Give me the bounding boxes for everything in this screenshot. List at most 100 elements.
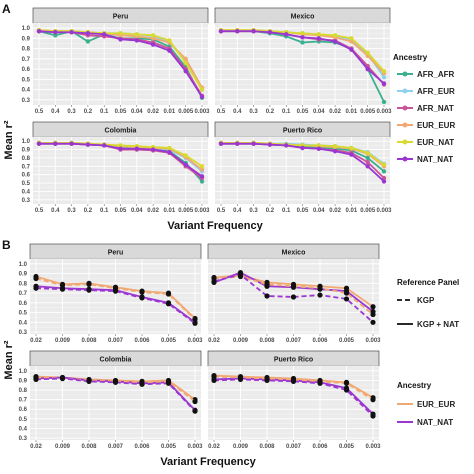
chart-1-colombia-nat-nat-point [139,381,145,387]
chart-0-colombia-nat-nat-point [150,147,156,152]
chart-0-peru-nat-nat-point [134,38,139,43]
chart-1-peru-nat-nat-point [165,301,172,307]
chart-1-mexico-nat-nat-point [317,292,323,298]
chart-a-legend: Ancestry AFR_AFR AFR_EUR AFR_NAT EUR_EUR EUR… [393,53,455,164]
chart-0-x-tick-label: 0.04 [131,208,143,214]
chart-1-x-tick-label: 0.008 [81,338,97,344]
chart-0-puerto-rico-nat-nat-point [251,141,256,146]
chart-0-y-tick-label: 0.3 [22,98,31,104]
chart-0-y-tick-label: 0.8 [22,47,31,53]
chart-0-x-tick-label: 0.1 [100,109,109,115]
chart-0-x-tick-label: 0.003 [194,208,210,214]
chart-0-peru-nat-nat-point [167,48,172,53]
chart-1-x-tick-label: 0.007 [108,444,124,450]
chart-0-x-tick-label: 0.01 [346,208,358,214]
chart-0-puerto-rico-eur-nat-point [332,144,338,149]
chart-1-mexico-eur-eur-point [370,304,376,310]
chart-0-peru-nat-nat-point [150,42,156,47]
chart-0-colombia-nat-nat-point [102,143,107,148]
chart-0-x-tick-label: 0.3 [249,109,258,115]
chart-0-x-tick-label: 0.3 [67,208,76,214]
chart-0-y-tick-label: 0.5 [22,77,31,83]
chart-0-colombia-eur-nat-point [118,143,123,148]
chart-0-peru-nat-nat-point [183,68,188,74]
chart-0-mexico-eur-nat-point [365,50,370,55]
chart-0-x-tick-label: 0.005 [178,208,194,214]
chart-a-y-axis-title: Mean r² [3,120,15,159]
chart-1-mexico-eur-eur-point [343,290,350,296]
chart-1-mexico-eur-eur-point [317,285,323,291]
chart-1-x-tick-label: 0.009 [233,338,249,344]
chart-0-x-tick-label: 0.4 [51,109,60,115]
chart-0-peru-nat-nat-point [85,31,91,36]
chart-b-x-axis-title: Variant Frequency [160,456,256,468]
chart-0-puerto-rico-nat-nat-point [235,141,240,146]
chart-0-puerto-rico-nat-nat-point [349,152,354,157]
chart-1-x-tick-label: 0.005 [161,444,177,450]
chart-0-x-tick-label: 0.01 [164,208,176,214]
legend-a-afr-nat-marker [402,105,408,111]
chart-0-puerto-rico-nat-nat-point [300,145,305,151]
chart-1-colombia-strip-label: Colombia [100,357,132,364]
chart-1-x-tick-label: 0.007 [286,444,302,450]
chart-0-colombia-nat-nat-point [36,141,42,146]
legend-a-eur-nat-label: EUR_NAT [417,138,454,147]
chart-0-y-tick-label: 0.7 [22,57,31,63]
chart-0-puerto-rico-eur-nat-point [365,150,370,156]
chart-1-mexico-eur-eur-point [264,281,270,287]
chart-1-x-tick-label: 0.003 [187,444,203,450]
legend-b-eur-eur-label: EUR_EUR [417,400,455,409]
chart-0-mexico-nat-nat-point [235,29,240,34]
chart-1-x-tick-label: 0.003 [187,338,203,344]
chart-0-x-tick-label: 0.05 [297,208,309,214]
chart-0-mexico-nat-nat-point [218,29,224,34]
chart-b: Peru 0.3 0.4 0.5 0.6 0.7 0.8 0.9 1.0 0.02 0.009 0.0… [19,243,381,450]
chart-0-x-tick-label: 0.3 [67,109,76,115]
chart-0-mexico-nat-nat-point [332,39,338,44]
chart-0-puerto-rico-afr-afr-point [381,169,387,174]
chart-0-peru-nat-nat-point [102,32,107,37]
chart-0-peru-afr-afr-point [53,33,58,38]
chart-1-colombia-nat-nat-point [165,380,172,386]
legend-a-eur-eur-label: EUR_EUR [417,121,455,130]
legend-a-afr-eur-marker [402,88,408,94]
chart-0-mexico-nat-nat-point [251,29,256,34]
chart-0-colombia-nat-nat-point [134,146,139,151]
legend-a-afr-eur-label: AFR_EUR [417,87,455,96]
chart-1-y-tick-label: 0.6 [19,301,28,307]
chart-1-y-tick-label: 1.0 [19,369,28,375]
chart-0-puerto-rico-strip-label: Puerto Rico [283,128,322,135]
chart-1-y-tick-label: 0.8 [19,388,28,394]
chart-1-x-tick-label: 0.007 [286,338,302,344]
chart-1-mexico-nat-nat-point [211,278,217,285]
chart-0-peru-nat-nat-point [199,94,205,100]
chart-0-x-tick-label: 0.005 [360,208,376,214]
chart-b-legend: Reference Panel Ancestry KGP KGP + NAT EUR… [397,278,459,427]
legend-a-afr-afr-label: AFR_AFR [417,70,455,79]
legend-b-nat-nat-label: NAT_NAT [417,418,453,427]
chart-1-puerto-rico-nat-nat-point [211,377,217,384]
chart-0-x-tick-label: 0.01 [164,109,176,115]
chart-0-peru-eur-nat-point [167,38,172,43]
chart-0-x-tick-label: 0.003 [376,208,392,214]
chart-1-puerto-rico-eur-eur-point [211,373,217,380]
chart-0-x-tick-label: 0.05 [115,208,127,214]
chart-1-puerto-rico-nat-nat-point [370,413,376,419]
chart-0-x-tick-label: 0.3 [249,208,258,214]
chart-0-puerto-rico-nat-nat-point [284,143,289,148]
chart-1-peru-nat-nat-point [86,287,92,293]
chart-1-colombia-nat-nat-point [112,379,119,385]
chart-0-colombia-nat-nat-point [69,141,74,146]
chart-1-puerto-rico-eur-eur-point [343,380,350,386]
chart-0-puerto-rico-nat-nat-point [332,149,338,154]
chart-1-y-tick-label: 0.7 [19,291,28,297]
chart-0-mexico-nat-nat-point [316,36,321,41]
chart-0-x-tick-label: 0.2 [266,208,275,214]
chart-1-colombia-nat-nat-point [33,376,39,383]
chart-0-x-tick-label: 0.2 [84,208,93,214]
chart-0-x-tick-label: 0.003 [376,109,392,115]
chart-0-puerto-rico-nat-nat-point [381,179,387,184]
legend-a-afr-afr-marker [402,71,408,77]
chart-0-colombia-nat-nat-point [53,141,58,146]
chart-1-x-tick-label: 0.008 [81,444,97,450]
